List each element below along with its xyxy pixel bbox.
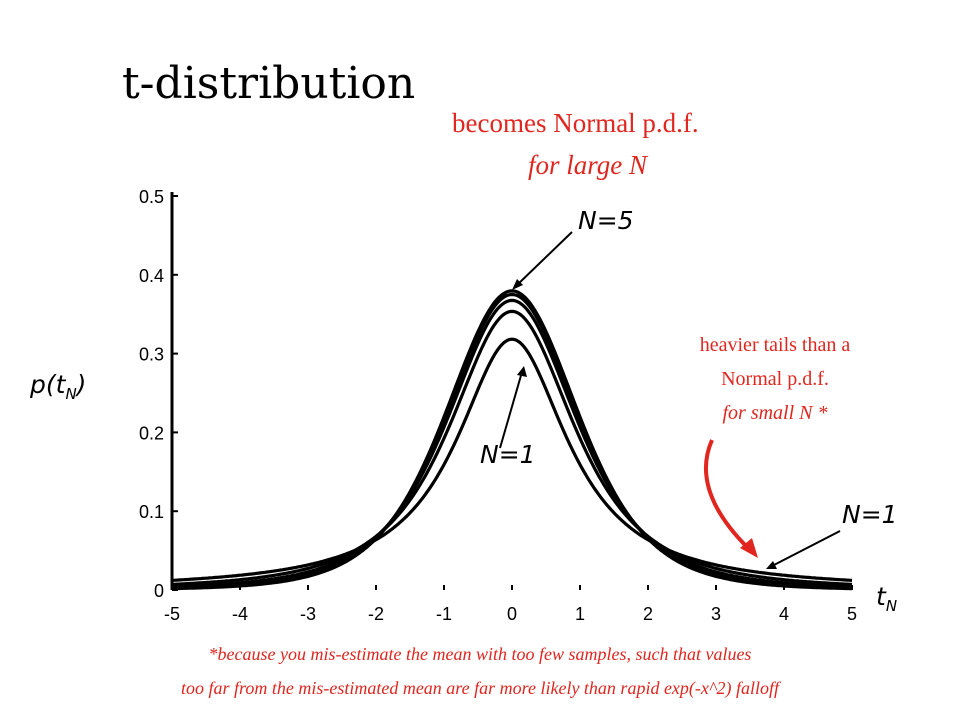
x-tick-label: -3 (300, 604, 316, 624)
red-curved-arrow (704, 439, 750, 550)
y-tick-label: 0 (154, 581, 164, 601)
n1-tail-arrow-head (766, 561, 777, 569)
series-line-n3 (171, 298, 853, 589)
n1-center-arrow (499, 371, 523, 449)
normal-note-line2: for large N (528, 150, 648, 180)
y-tick-label: 0.4 (139, 266, 164, 286)
x-tick-label: -4 (232, 604, 248, 624)
series-line-n2 (171, 309, 853, 586)
x-tick-label: 3 (711, 604, 721, 624)
n1-center-label: N=1 (480, 440, 536, 469)
n5-arrow (515, 231, 573, 287)
y-tick-label: 0.5 (139, 187, 164, 207)
x-tick-label: -1 (436, 604, 452, 624)
x-tick-label: -5 (164, 604, 180, 624)
x-tick-label: -2 (368, 604, 384, 624)
x-tick-label: 4 (779, 604, 789, 624)
n1-tail-label: N=1 (842, 500, 898, 529)
tail-note-line3: for small N * (722, 402, 828, 424)
x-tick-label: 2 (643, 604, 653, 624)
n5-label: N=5 (578, 206, 634, 235)
footnote-line1: *because you mis-estimate the mean with … (208, 644, 752, 664)
y-axis-label: p(tN) (30, 370, 87, 403)
normal-note-line1: becomes Normal p.d.f. (452, 108, 699, 138)
series-line-n5 (172, 289, 852, 591)
x-tick-label: 5 (847, 604, 857, 624)
y-tick-label: 0.2 (139, 423, 164, 443)
tail-note-line2: Normal p.d.f. (721, 368, 829, 390)
series-line-n4 (172, 292, 852, 590)
y-tick-label: 0.3 (139, 345, 164, 365)
x-axis-label: tN (876, 582, 898, 615)
tail-note-line1: heavier tails than a (699, 334, 851, 356)
n5-arrow-head (512, 279, 523, 290)
red-arrow-head (740, 538, 758, 558)
x-tick-label: 1 (575, 604, 585, 624)
n1-tail-arrow (771, 530, 841, 567)
series-line-n1 (171, 337, 853, 582)
x-tick-label: 0 (507, 604, 517, 624)
n1-center-arrow-head (517, 366, 527, 377)
slide-title: t-distribution (122, 58, 416, 109)
footnote-line2: too far from the mis-estimated mean are … (181, 678, 779, 698)
y-tick-label: 0.1 (139, 502, 164, 522)
